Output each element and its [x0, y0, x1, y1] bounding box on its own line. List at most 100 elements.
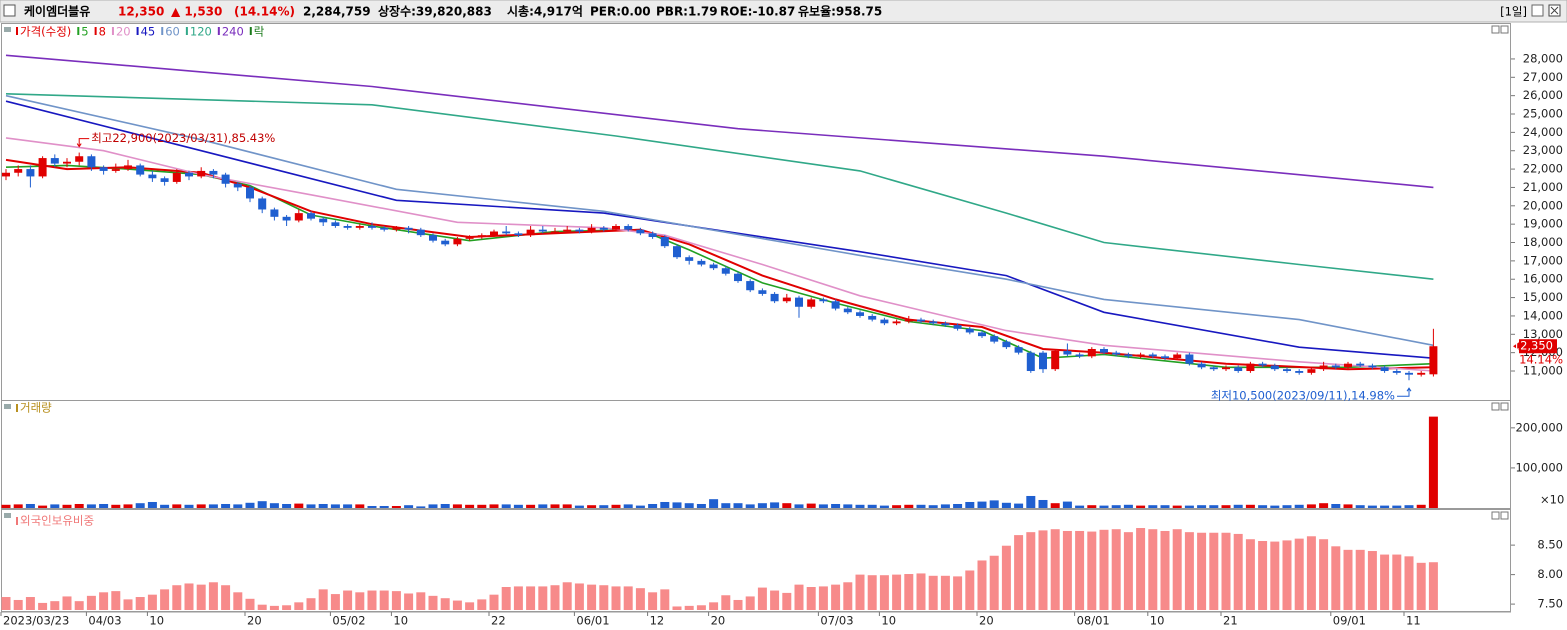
- candle-body: [172, 172, 181, 182]
- legend-label: 가격(수정): [20, 25, 71, 39]
- candle-body: [807, 299, 816, 307]
- panel-button[interactable]: [1500, 25, 1509, 34]
- bar: [147, 594, 157, 610]
- moving-average: [5, 54, 1434, 189]
- legend-label: 60: [165, 25, 180, 39]
- bar: [953, 503, 963, 508]
- bar: [696, 605, 706, 610]
- candle-body: [1039, 352, 1047, 370]
- bar: [1123, 532, 1133, 610]
- bar: [1014, 503, 1024, 508]
- candle-body: [307, 213, 315, 219]
- bar: [1075, 530, 1085, 610]
- panel-button[interactable]: [1500, 511, 1509, 520]
- bar: [879, 575, 889, 610]
- bar: [623, 586, 633, 610]
- bar: [904, 504, 914, 508]
- checkbox[interactable]: [3, 4, 16, 17]
- bar: [1111, 505, 1121, 508]
- x-tick-label: 12: [650, 614, 665, 628]
- panel-handle[interactable]: [4, 513, 11, 518]
- bar: [13, 504, 23, 508]
- bar: [111, 504, 121, 508]
- bar: [965, 501, 975, 508]
- bar: [208, 504, 218, 508]
- candle-body: [636, 229, 645, 234]
- candle-body: [1075, 354, 1084, 357]
- x-tick-label: 11: [1406, 614, 1421, 628]
- panel-title-swatch: [16, 517, 18, 525]
- bar: [294, 503, 304, 508]
- candle-body: [1368, 365, 1377, 368]
- candle-body: [941, 323, 950, 326]
- bar: [757, 503, 767, 508]
- bar: [1, 597, 11, 610]
- candle-body: [38, 158, 47, 177]
- volume-panel: [1, 400, 1511, 509]
- candle-body: [1136, 354, 1145, 357]
- y-tick-label: 24,000: [1523, 125, 1563, 139]
- bar: [367, 590, 377, 610]
- candle-body: [892, 321, 901, 324]
- panel-button[interactable]: [1491, 511, 1500, 520]
- candle-body: [465, 237, 474, 239]
- y-tick-label: 14,000: [1523, 308, 1563, 322]
- bar: [1184, 532, 1194, 610]
- candle-body: [160, 178, 169, 182]
- bar: [794, 584, 804, 610]
- bar: [379, 590, 389, 610]
- candle-body: [1356, 363, 1365, 366]
- candle-body: [856, 312, 864, 316]
- candle-body: [453, 238, 462, 245]
- candle-body: [538, 229, 547, 232]
- bar: [25, 503, 35, 508]
- bar: [733, 503, 743, 508]
- bar: [562, 504, 572, 508]
- bar: [538, 504, 548, 508]
- high-annotation: 최고22,900(2023/03/31),85.43%: [91, 131, 275, 145]
- maximize-button[interactable]: [1531, 4, 1544, 17]
- panel-handle[interactable]: [4, 27, 11, 32]
- bar: [257, 604, 267, 610]
- bar: [489, 594, 499, 610]
- panel-button[interactable]: [1491, 25, 1500, 34]
- bar: [684, 605, 694, 610]
- bar: [526, 586, 536, 610]
- period[interactable]: [1일]: [1500, 5, 1527, 19]
- candle-body: [1185, 354, 1194, 364]
- bar: [635, 505, 645, 508]
- candle-body: [26, 169, 35, 177]
- bar: [184, 583, 194, 610]
- moving-average: [5, 158, 1434, 371]
- candle-body: [1344, 363, 1352, 368]
- candle-body: [441, 240, 450, 245]
- bar: [782, 592, 792, 610]
- bar: [416, 592, 426, 610]
- panel-handle[interactable]: [4, 404, 11, 409]
- bar: [587, 584, 597, 610]
- reserve: 유보율:958.75: [798, 5, 882, 19]
- bar: [269, 503, 279, 508]
- bar: [1, 504, 11, 508]
- bar: [1038, 499, 1048, 508]
- candle-body: [87, 156, 96, 168]
- bar: [135, 597, 145, 610]
- market-cap: 시총:4,917억: [507, 4, 583, 19]
- y-tick-label: 16,000: [1523, 272, 1563, 286]
- unit-label: ×10: [1540, 493, 1564, 507]
- bar: [50, 601, 60, 610]
- bar: [1038, 530, 1048, 610]
- panel-button[interactable]: [1500, 402, 1509, 411]
- bar: [867, 575, 877, 610]
- candle-body: [1258, 363, 1267, 366]
- candle-body: [111, 169, 120, 171]
- legend-swatch: [111, 27, 114, 35]
- bar: [355, 504, 365, 508]
- candle-body: [1319, 365, 1328, 370]
- bar: [538, 586, 548, 610]
- close-button[interactable]: [1548, 4, 1561, 17]
- bar: [184, 504, 194, 508]
- x-tick-label: 09/01: [1333, 614, 1366, 628]
- y-tick-label: 7.50: [1537, 597, 1563, 611]
- panel-button[interactable]: [1491, 402, 1500, 411]
